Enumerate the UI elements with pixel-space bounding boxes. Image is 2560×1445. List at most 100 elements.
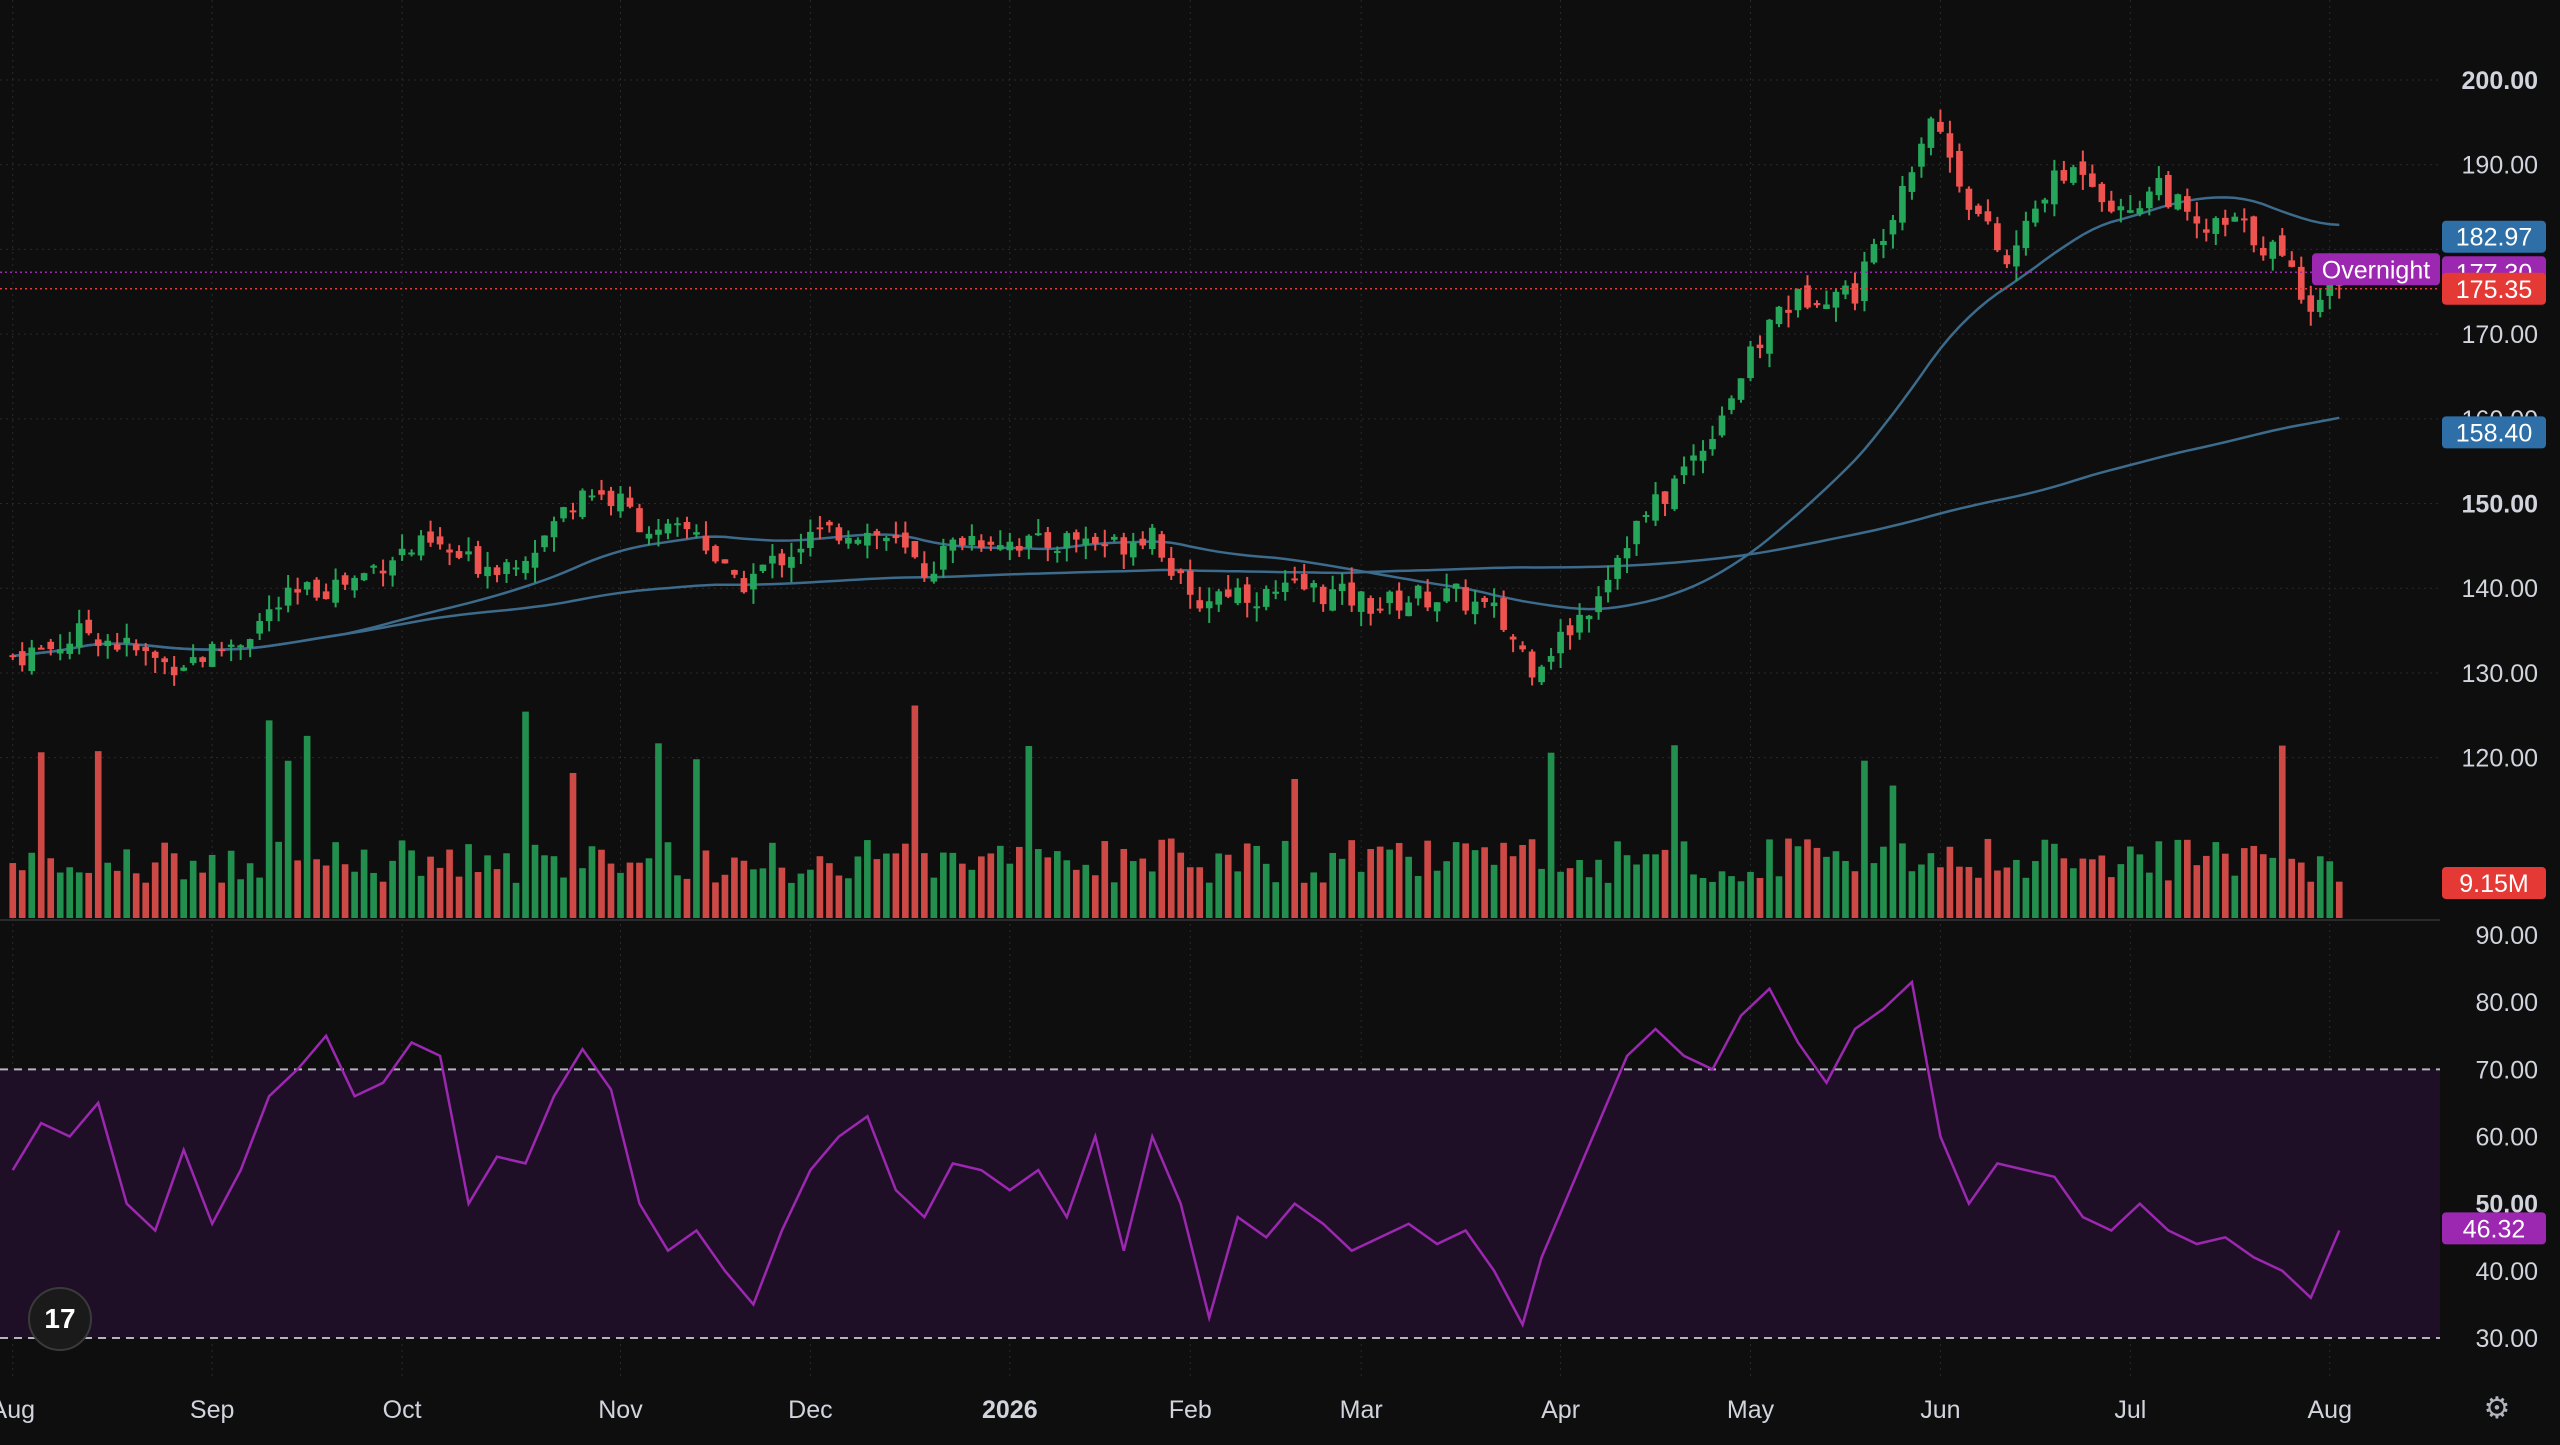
- volume-bar: [1956, 866, 1963, 918]
- volume-bar: [1899, 843, 1906, 918]
- volume-bar: [854, 856, 862, 918]
- volume-bar: [1585, 877, 1593, 918]
- candle-body: [2098, 183, 2106, 203]
- candle-body: [550, 521, 558, 538]
- rsi-tick-label: 70.00: [2475, 1056, 2538, 1084]
- rsi-band-fill: [0, 1069, 2440, 1338]
- candle-body: [2022, 220, 2030, 249]
- candle-body: [2250, 216, 2258, 246]
- volume-bar: [2335, 881, 2343, 918]
- candle-body: [1861, 261, 1868, 302]
- candle-body: [1310, 583, 1318, 588]
- candlesticks: [9, 109, 2343, 686]
- candle-body: [379, 570, 387, 574]
- volume-bar: [2326, 861, 2334, 918]
- volume-bar: [341, 864, 349, 918]
- candle-body: [645, 533, 653, 539]
- volume-bar: [1984, 838, 1992, 918]
- candle-body: [332, 579, 339, 603]
- candle-body: [436, 536, 444, 545]
- candle-body: [1006, 541, 1014, 551]
- candle-body: [1623, 548, 1631, 559]
- volume-bar: [721, 874, 729, 918]
- volume-bar: [455, 876, 463, 918]
- volume-bar: [1310, 872, 1318, 918]
- candle-body: [1709, 439, 1716, 450]
- candle-body: [816, 527, 824, 530]
- candle-body: [1604, 579, 1612, 593]
- volume-bar: [1386, 849, 1393, 918]
- time-axis[interactable]: Aug Sep Oct Nov Dec 2026 Feb Mar Apr May Jun Jul Aug: [0, 1396, 2352, 1424]
- tradingview-logo-icon[interactable]: 17: [28, 1287, 92, 1351]
- candle-body: [1832, 291, 1840, 308]
- volume-bar: [417, 875, 425, 918]
- candle-body: [1547, 656, 1555, 662]
- candle-body: [1414, 585, 1422, 599]
- volume-bar: [1110, 882, 1118, 918]
- candle-body: [1794, 288, 1802, 311]
- volume-bar: [1908, 871, 1916, 918]
- candle-body: [778, 553, 786, 566]
- candle-body: [1243, 584, 1251, 603]
- candle-body: [598, 490, 605, 495]
- candle-body: [1053, 550, 1061, 553]
- volume-bar: [930, 877, 938, 918]
- volume-bar: [2165, 880, 2172, 918]
- candle-body: [1471, 601, 1479, 615]
- volume-bar: [740, 860, 748, 918]
- volume-bar: [294, 860, 301, 918]
- volume-bar: [2127, 846, 2134, 918]
- volume-bar: [664, 842, 672, 918]
- volume-bar: [1376, 846, 1384, 918]
- volume-bar: [588, 846, 596, 918]
- volume-bar: [2307, 881, 2315, 918]
- volume-bar: [1063, 860, 1071, 918]
- volume-bar: [351, 871, 358, 918]
- volume-bar: [835, 875, 843, 918]
- volume-bar: [712, 882, 719, 918]
- candle-body: [1433, 602, 1441, 612]
- volume-bar: [1652, 854, 1659, 918]
- candle-body: [446, 549, 453, 553]
- candle-body: [47, 641, 55, 650]
- candle-body: [797, 548, 805, 553]
- volume-bar: [1015, 846, 1023, 918]
- candle-body: [1072, 532, 1080, 540]
- settings-glyph: ⚙: [2483, 1392, 2511, 1425]
- volume-bar: [2146, 872, 2153, 918]
- volume-bar: [1414, 876, 1422, 918]
- candle-body: [1063, 533, 1071, 549]
- volume-bar: [1072, 869, 1080, 918]
- time-tick-label: Jun: [1920, 1396, 1960, 1424]
- candle-body: [987, 541, 995, 545]
- volume-bar: [655, 743, 662, 918]
- volume-bar: [997, 845, 1004, 918]
- volume-bar: [2070, 868, 2077, 918]
- volume-bar: [1101, 841, 1109, 918]
- gear-icon[interactable]: ⚙: [2482, 1394, 2512, 1424]
- candle-body: [85, 619, 93, 634]
- candle-body: [180, 667, 187, 671]
- volume-bar: [1196, 867, 1204, 918]
- candle-body: [1908, 172, 1916, 192]
- candle-body: [294, 589, 301, 593]
- time-tick-label: Sep: [190, 1396, 234, 1424]
- candle-body: [151, 651, 159, 658]
- candle-body: [1870, 244, 1878, 263]
- volume-bar: [1614, 841, 1621, 918]
- rsi-badge: 46.32: [2463, 1215, 2526, 1243]
- candle-body: [303, 582, 311, 590]
- volume-bar: [85, 872, 93, 918]
- candle-body: [997, 545, 1004, 550]
- price-axis[interactable]: 200.00190.00170.00160.00150.00140.00130.…: [2462, 67, 2538, 773]
- candle-body: [408, 552, 415, 555]
- volume-bar: [465, 844, 472, 918]
- volume-bar: [1785, 838, 1792, 918]
- volume-bar: [1604, 882, 1612, 918]
- volume-bar: [2231, 875, 2239, 918]
- volume-bar: [1272, 882, 1280, 918]
- volume-bar: [1462, 843, 1469, 918]
